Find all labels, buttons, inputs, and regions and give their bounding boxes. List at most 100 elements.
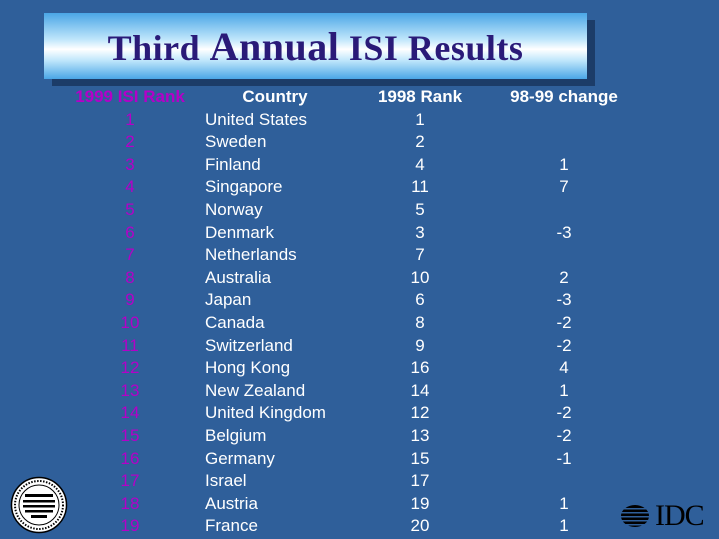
table-row: 14 United Kingdom 12 -2	[0, 402, 719, 425]
header-1999-rank: 1999 ISI Rank	[75, 87, 185, 106]
table-row: 10 Canada 8 -2	[0, 312, 719, 335]
rank-1999-cell: 3	[125, 154, 135, 174]
country-cell: United States	[205, 109, 308, 129]
table-row: 15 Belgium 13 -2	[0, 425, 719, 448]
idc-logo-text: IDC	[655, 499, 705, 532]
results-table: 1999 ISI Rank Country 1998 Rank 98-99 ch…	[0, 86, 719, 538]
rank-1998-cell: 10	[410, 267, 430, 287]
rank-1999-cell: 1	[125, 109, 135, 129]
title-part-1: Third	[107, 27, 210, 68]
rank-1999-cell: 6	[125, 222, 135, 242]
rank-1999-cell: 15	[120, 425, 140, 445]
table-row: 7 Netherlands 7	[0, 244, 719, 267]
rank-1999-cell: 18	[120, 493, 140, 513]
rank-1999-cell: 8	[125, 267, 135, 287]
country-cell: United Kingdom	[205, 403, 326, 423]
country-cell: New Zealand	[205, 380, 306, 400]
title-part-3: ISI Results	[339, 27, 524, 68]
table-row: 2 Sweden 2	[0, 131, 719, 154]
country-cell: Canada	[205, 312, 265, 332]
rank-1998-cell: 16	[410, 358, 430, 378]
country-cell: Australia	[205, 267, 272, 287]
country-cell: Finland	[205, 154, 261, 174]
country-cell: Belgium	[205, 425, 267, 445]
table-row: 19 France 20 1	[0, 515, 719, 538]
table-header: 1999 ISI Rank Country 1998 Rank 98-99 ch…	[0, 86, 719, 109]
table-row: 3 Finland 4 1	[0, 154, 719, 177]
rank-1999-cell: 12	[120, 358, 140, 378]
idc-logo: IDC	[619, 499, 714, 532]
change-cell: 1	[559, 493, 569, 513]
change-cell: 2	[559, 267, 569, 287]
table-row: 16 Germany 15 -1	[0, 448, 719, 471]
country-cell: Hong Kong	[205, 358, 291, 378]
table-row: 6 Denmark 3 -3	[0, 222, 719, 245]
rank-1998-cell: 2	[415, 132, 425, 152]
country-cell: Denmark	[205, 222, 274, 242]
rank-1998-cell: 3	[415, 222, 425, 242]
rank-1999-cell: 19	[120, 516, 140, 536]
rank-1999-cell: 10	[120, 312, 140, 332]
rank-1998-cell: 19	[410, 493, 430, 513]
rank-1998-cell: 8	[415, 312, 425, 332]
rank-1999-cell: 16	[120, 448, 140, 468]
rank-1999-cell: 7	[125, 245, 135, 265]
table-body: 1 United States 1 2 Sweden 2 3 Finland 4 1 4 Singap…	[0, 109, 719, 538]
rank-1999-cell: 4	[125, 177, 135, 197]
rank-1998-cell: 5	[415, 199, 425, 219]
header-1998-rank: 1998 Rank	[377, 87, 463, 106]
table-row: 8 Australia 10 2	[0, 267, 719, 290]
table-row: 18 Austria 19 1	[0, 493, 719, 516]
country-cell: Sweden	[205, 132, 267, 152]
country-cell: France	[205, 516, 258, 536]
header-country: Country	[242, 87, 308, 106]
table-row: 13 New Zealand 14 1	[0, 380, 719, 403]
rank-1999-cell: 13	[120, 380, 140, 400]
rank-1998-cell: 17	[410, 471, 430, 491]
country-cell: Norway	[205, 199, 263, 219]
table-row: 1 United States 1	[0, 109, 719, 132]
country-cell: Israel	[205, 471, 247, 491]
change-cell: -3	[556, 290, 572, 310]
country-cell: Netherlands	[205, 245, 297, 265]
rank-1998-cell: 7	[415, 245, 425, 265]
rank-1998-cell: 4	[415, 154, 425, 174]
change-cell: 7	[559, 177, 569, 197]
change-cell: 1	[559, 516, 569, 536]
rank-1998-cell: 15	[410, 448, 430, 468]
slide-title: Third Annual ISI Results	[108, 23, 524, 70]
header-change: 98-99 change	[510, 87, 618, 106]
rank-1999-cell: 11	[121, 335, 139, 355]
seal-logo	[10, 476, 68, 534]
rank-1998-cell: 20	[410, 516, 430, 536]
country-cell: Singapore	[205, 177, 283, 197]
change-cell: -1	[556, 448, 572, 468]
rank-1999-cell: 9	[125, 290, 135, 310]
rank-1998-cell: 13	[410, 425, 430, 445]
change-cell: -2	[556, 312, 572, 332]
change-cell: -3	[556, 222, 572, 242]
table-row: 9 Japan 6 -3	[0, 289, 719, 312]
rank-1998-cell: 9	[415, 335, 425, 355]
table-row: 5 Norway 5	[0, 199, 719, 222]
table-row: 11 Switzerland 9 -2	[0, 335, 719, 358]
country-cell: Japan	[205, 290, 252, 310]
change-cell: 1	[559, 380, 569, 400]
change-cell: 1	[559, 154, 569, 174]
rank-1999-cell: 2	[125, 132, 135, 152]
rank-1998-cell: 12	[410, 403, 430, 423]
change-cell: -2	[556, 425, 572, 445]
title-part-2: Annual	[209, 23, 340, 69]
rank-1998-cell: 1	[415, 109, 425, 129]
title-banner: Third Annual ISI Results	[44, 13, 587, 79]
globe-icon	[621, 505, 649, 527]
country-cell: Germany	[205, 448, 275, 468]
rank-1998-cell: 6	[415, 290, 425, 310]
table-row: 12 Hong Kong 16 4	[0, 357, 719, 380]
rank-1999-cell: 17	[120, 471, 140, 491]
change-cell: -2	[556, 335, 572, 355]
change-cell: 4	[559, 358, 569, 378]
country-cell: Switzerland	[205, 335, 293, 355]
country-cell: Austria	[205, 493, 258, 513]
rank-1999-cell: 5	[125, 199, 135, 219]
